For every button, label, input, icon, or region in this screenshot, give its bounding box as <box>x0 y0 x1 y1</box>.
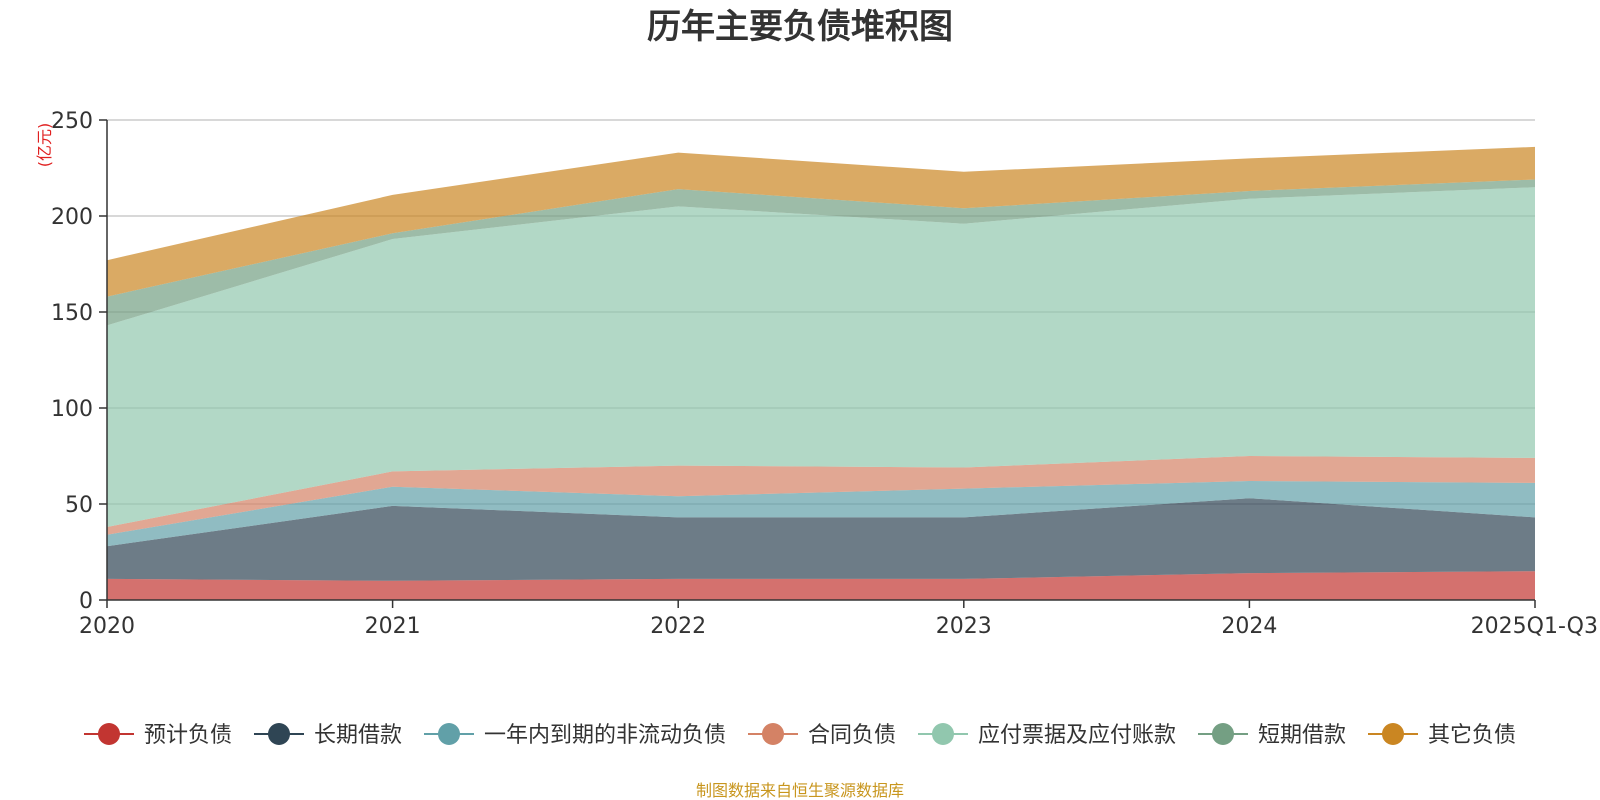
legend-item-7[interactable]: 其它负债 <box>1368 723 1516 748</box>
x-tick-labels: 2020 2021 2022 2023 2024 2025Q1-Q3 <box>79 614 1598 639</box>
chart-title: 历年主要负债堆积图 <box>647 7 953 47</box>
legend-item-2[interactable]: 长期借款 <box>253 723 402 748</box>
legend-item-3[interactable]: 一年内到期的非流动负债 <box>423 723 726 748</box>
legend-label: 其它负债 <box>1428 723 1516 748</box>
y-tick-label: 100 <box>51 397 93 422</box>
legend-marker-icon <box>932 723 955 745</box>
legend-marker-icon <box>267 723 290 745</box>
legend-item-4[interactable]: 合同负债 <box>747 723 896 748</box>
x-tick-label: 2024 <box>1221 614 1277 639</box>
legend-label: 预计负债 <box>144 723 232 748</box>
legend-label: 短期借款 <box>1258 723 1346 748</box>
area-series-group <box>107 146 1535 600</box>
y-tick-label: 250 <box>51 109 93 134</box>
area-series-1 <box>107 571 1535 600</box>
area-series-2 <box>107 498 1535 581</box>
area-series-4 <box>107 456 1535 535</box>
legend-item-6[interactable]: 短期借款 <box>1198 723 1346 748</box>
area-series-6 <box>107 179 1535 326</box>
x-tick-label: 2021 <box>365 614 421 639</box>
legend-marker-icon <box>97 723 120 745</box>
y-tick-label: 50 <box>65 493 93 518</box>
legend-marker-icon <box>437 723 460 745</box>
y-tick-labels: 0 50 100 150 200 250 <box>51 109 93 614</box>
y-axis-unit: (亿元) <box>35 123 54 168</box>
area-series-5 <box>107 187 1535 527</box>
legend-label: 合同负债 <box>808 723 896 748</box>
legend-label: 应付票据及应付账款 <box>978 723 1176 748</box>
legend-item-1[interactable]: 预计负债 <box>83 723 232 748</box>
legend-marker-icon <box>761 723 784 745</box>
area-series-7 <box>107 146 1535 297</box>
legend: 预计负债 长期借款 一年内到期的非流动负债 合同负债 应付票据及应付账款 短期借款 其它负债 <box>83 723 1516 748</box>
y-tick-label: 150 <box>51 301 93 326</box>
y-tick-label: 200 <box>51 205 93 230</box>
x-tick-label: 2022 <box>650 614 706 639</box>
source-note: 制图数据来自恒生聚源数据库 <box>696 781 904 800</box>
y-tick-label: 0 <box>79 589 93 614</box>
x-tick-label: 2020 <box>79 614 135 639</box>
axes <box>99 119 1536 608</box>
legend-marker-icon <box>1382 723 1405 745</box>
x-tick-label: 2023 <box>936 614 992 639</box>
area-series-3 <box>107 481 1535 547</box>
legend-item-5[interactable]: 应付票据及应付账款 <box>918 723 1176 748</box>
legend-label: 长期借款 <box>314 723 402 748</box>
legend-label: 一年内到期的非流动负债 <box>484 723 726 748</box>
x-tick-label: 2025Q1-Q3 <box>1471 614 1598 639</box>
legend-marker-icon <box>1212 723 1235 745</box>
